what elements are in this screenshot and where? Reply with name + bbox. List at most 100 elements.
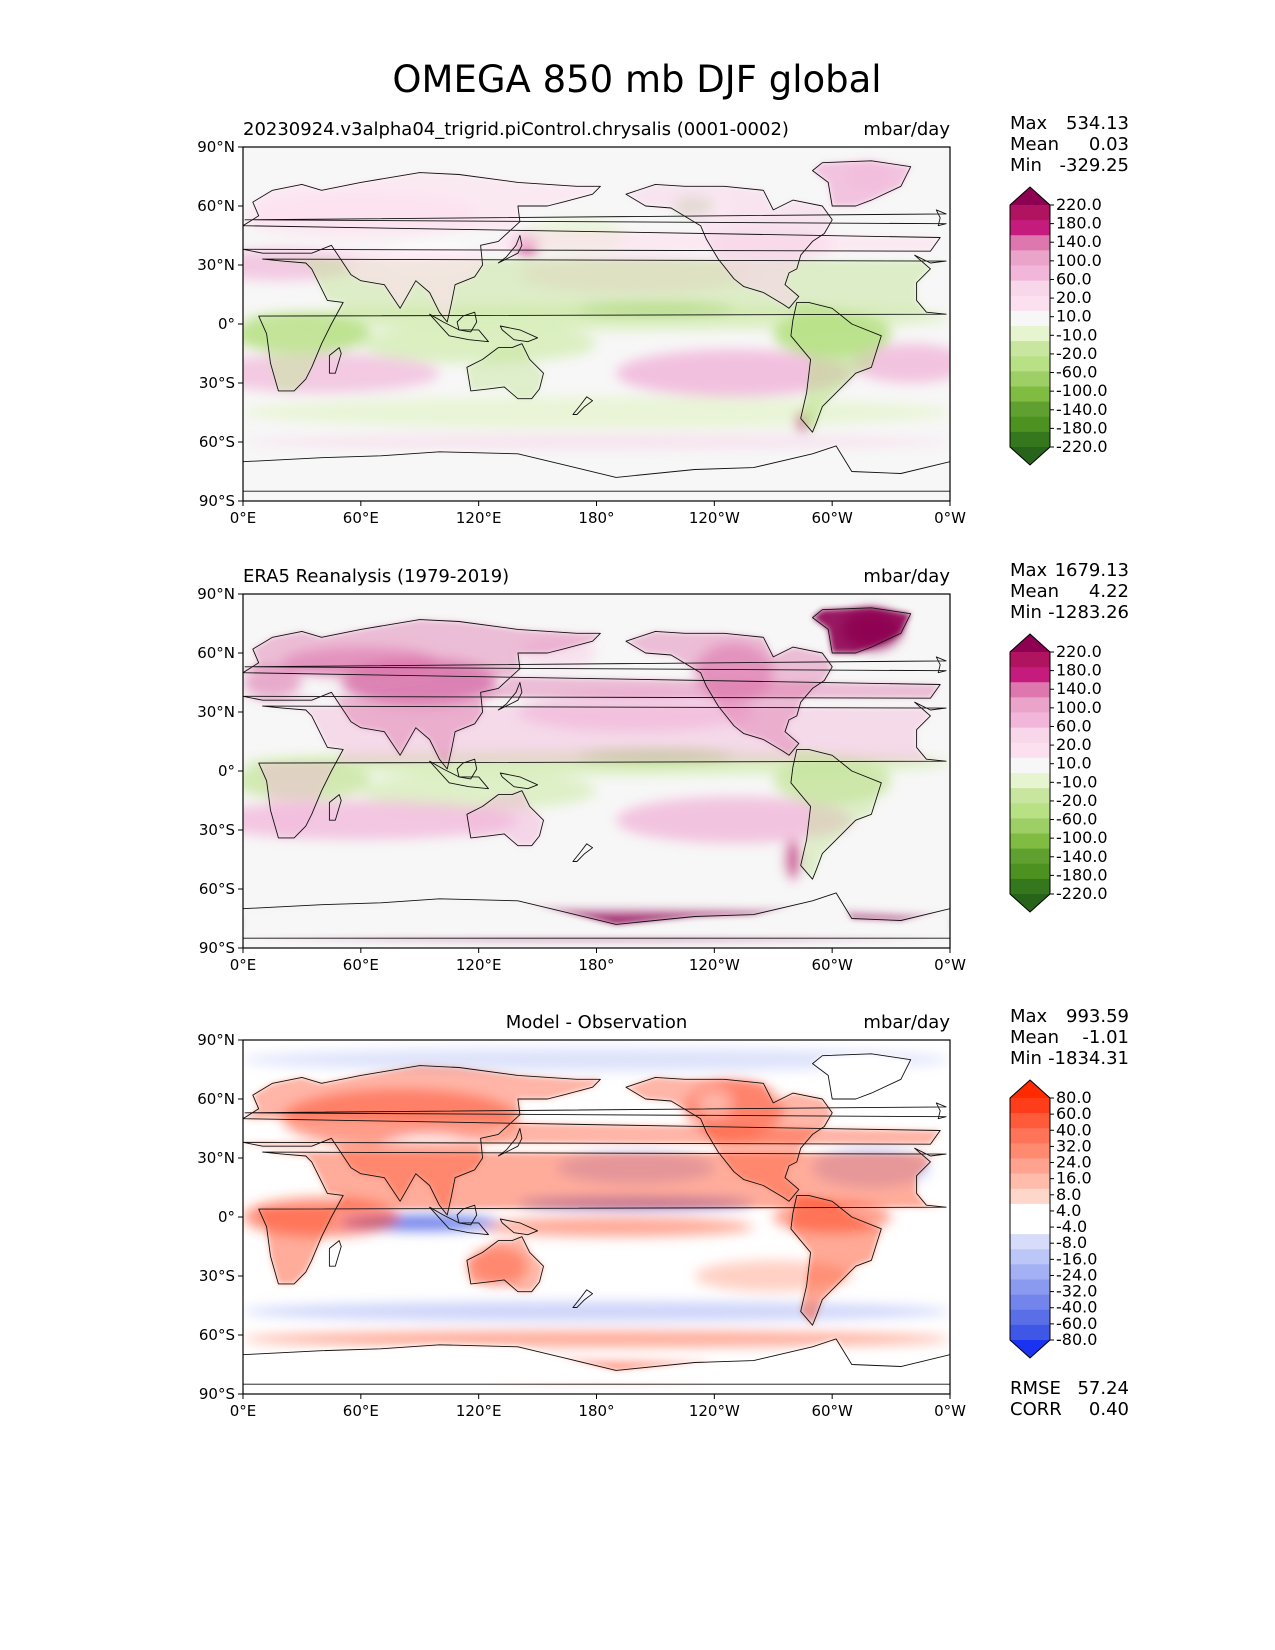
field-patch bbox=[243, 666, 302, 699]
stat-label: Mean bbox=[1010, 581, 1059, 602]
field-region-south-america bbox=[790, 749, 882, 880]
field-patch bbox=[360, 771, 597, 811]
colorbar-swatch bbox=[1010, 697, 1050, 713]
panel-units: mbar/day bbox=[863, 1012, 950, 1033]
x-axis: 0°E 60°E 120°E 180° 120°W 60°W 0°W bbox=[230, 501, 966, 527]
map-plot bbox=[243, 147, 950, 501]
coastline-indonesia bbox=[429, 1206, 489, 1236]
colorbar-label: -60.0 bbox=[1056, 1314, 1097, 1333]
extra-stat-label: RMSE bbox=[1010, 1378, 1061, 1399]
colorbar-swatch bbox=[1010, 712, 1050, 729]
y-tick-label: 30°N bbox=[197, 1149, 235, 1167]
y-tick-label: 60°S bbox=[199, 433, 235, 451]
field-patch bbox=[243, 1331, 950, 1347]
coastline-japan bbox=[497, 1128, 523, 1157]
y-axis: 90°N 60°N 30°N 0° 30°S 60°S 90°S bbox=[197, 1031, 243, 1403]
colorbar-label: -32.0 bbox=[1056, 1282, 1097, 1301]
colorbar-label: -20.0 bbox=[1056, 791, 1097, 810]
stat-value: -1283.26 bbox=[1048, 602, 1129, 623]
field-patch bbox=[360, 324, 597, 364]
field-region-antarctica bbox=[243, 445, 950, 492]
y-tick-label: 0° bbox=[218, 315, 235, 333]
colorbar-label: 40.0 bbox=[1056, 1120, 1092, 1139]
colorbar-label: 8.0 bbox=[1056, 1185, 1081, 1204]
colorbar-swatch bbox=[1010, 1158, 1050, 1175]
stat-value: -1.01 bbox=[1082, 1027, 1129, 1048]
colorbar-swatch bbox=[1010, 682, 1050, 698]
colorbar-swatch bbox=[1010, 727, 1050, 744]
panels-group: 20230924.v3alpha04_trigrid.piControl.chr… bbox=[197, 113, 1129, 1420]
coastline-europe-asia bbox=[243, 1065, 941, 1216]
coastlines bbox=[243, 607, 950, 939]
y-tick-label: 0° bbox=[218, 762, 235, 780]
coastline-japan bbox=[497, 682, 523, 711]
colorbar-swatch bbox=[1010, 1128, 1050, 1144]
colorbar-label: -180.0 bbox=[1056, 418, 1108, 437]
extra-stat-value: 57.24 bbox=[1077, 1378, 1129, 1399]
colorbar-swatch bbox=[1010, 788, 1050, 804]
field-region-antarctica bbox=[243, 1338, 950, 1385]
field-patch bbox=[478, 1217, 754, 1237]
field-patch bbox=[616, 349, 852, 397]
y-tick-label: 60°N bbox=[197, 1090, 235, 1108]
field-patch bbox=[243, 1301, 950, 1322]
colorbar-swatch bbox=[1010, 634, 1050, 652]
colorbar-swatch bbox=[1010, 1219, 1050, 1235]
colorbar-swatch bbox=[1010, 863, 1050, 880]
field-region-south-america bbox=[790, 302, 882, 433]
x-tick-label: 60°E bbox=[343, 509, 379, 527]
field-patch bbox=[243, 396, 950, 429]
colorbar-label: -10.0 bbox=[1056, 772, 1097, 791]
extra-stat-value: 0.40 bbox=[1089, 1399, 1129, 1420]
colorbar-swatch bbox=[1010, 280, 1050, 297]
panel-stats: Max 993.59 Mean -1.01 Min -1834.31 bbox=[1010, 1006, 1129, 1069]
colorbar-swatch bbox=[1010, 235, 1050, 251]
colorbar-label: 80.0 bbox=[1056, 1088, 1092, 1107]
colorbar-swatch bbox=[1010, 1249, 1050, 1265]
coastline-uk bbox=[244, 656, 947, 674]
coastline-north-america bbox=[625, 1076, 833, 1202]
colorbar-label: 20.0 bbox=[1056, 735, 1092, 754]
y-tick-label: 90°S bbox=[199, 939, 235, 957]
colorbar-label: 10.0 bbox=[1056, 754, 1092, 773]
field-region-europe-asia bbox=[243, 619, 941, 769]
colorbar-swatch bbox=[1010, 757, 1050, 774]
colorbar-swatch bbox=[1010, 401, 1050, 418]
colorbar-swatch bbox=[1010, 667, 1050, 683]
stat-value: 534.13 bbox=[1066, 113, 1129, 134]
coastline-madagascar bbox=[328, 347, 342, 374]
y-tick-label: 60°S bbox=[199, 880, 235, 898]
y-tick-label: 90°N bbox=[197, 585, 235, 603]
stat-label: Max bbox=[1010, 1006, 1048, 1027]
extra-stat-label: CORR bbox=[1010, 1399, 1062, 1420]
panel-center-title: Model - Observation bbox=[506, 1012, 688, 1033]
y-axis: 90°N 60°N 30°N 0° 30°S 60°S 90°S bbox=[197, 585, 243, 957]
colorbar-label: 180.0 bbox=[1056, 661, 1102, 680]
x-tick-label: 0°E bbox=[230, 1402, 257, 1420]
colorbar-swatch bbox=[1010, 431, 1050, 448]
colorbar: 80.060.040.032.024.016.08.04.0-4.0-8.0-1… bbox=[1009, 1079, 1097, 1359]
x-tick-label: 120°E bbox=[456, 956, 502, 974]
colorbar-label: -100.0 bbox=[1056, 828, 1108, 847]
field-region-greenland bbox=[812, 1053, 911, 1099]
panel-units: mbar/day bbox=[863, 119, 950, 140]
stat-label: Mean bbox=[1010, 134, 1059, 155]
colorbar-label: 220.0 bbox=[1056, 195, 1102, 214]
map-plot bbox=[243, 594, 950, 948]
colorbar-swatch bbox=[1010, 878, 1050, 895]
colorbar-swatch bbox=[1010, 742, 1050, 759]
field-region-greenland bbox=[812, 160, 911, 206]
y-tick-label: 30°N bbox=[197, 703, 235, 721]
y-tick-label: 30°S bbox=[199, 374, 235, 392]
colorbar-label: -4.0 bbox=[1056, 1217, 1087, 1236]
colorbar-label: -24.0 bbox=[1056, 1265, 1097, 1284]
colorbar-swatch bbox=[1010, 205, 1050, 221]
land-field bbox=[243, 1053, 950, 1385]
colorbar-label: 16.0 bbox=[1056, 1169, 1092, 1188]
coastline-south-america bbox=[790, 748, 882, 880]
stat-label: Mean bbox=[1010, 1027, 1059, 1048]
coastline-new-zealand bbox=[572, 396, 594, 415]
colorbar-swatch bbox=[1010, 310, 1050, 327]
